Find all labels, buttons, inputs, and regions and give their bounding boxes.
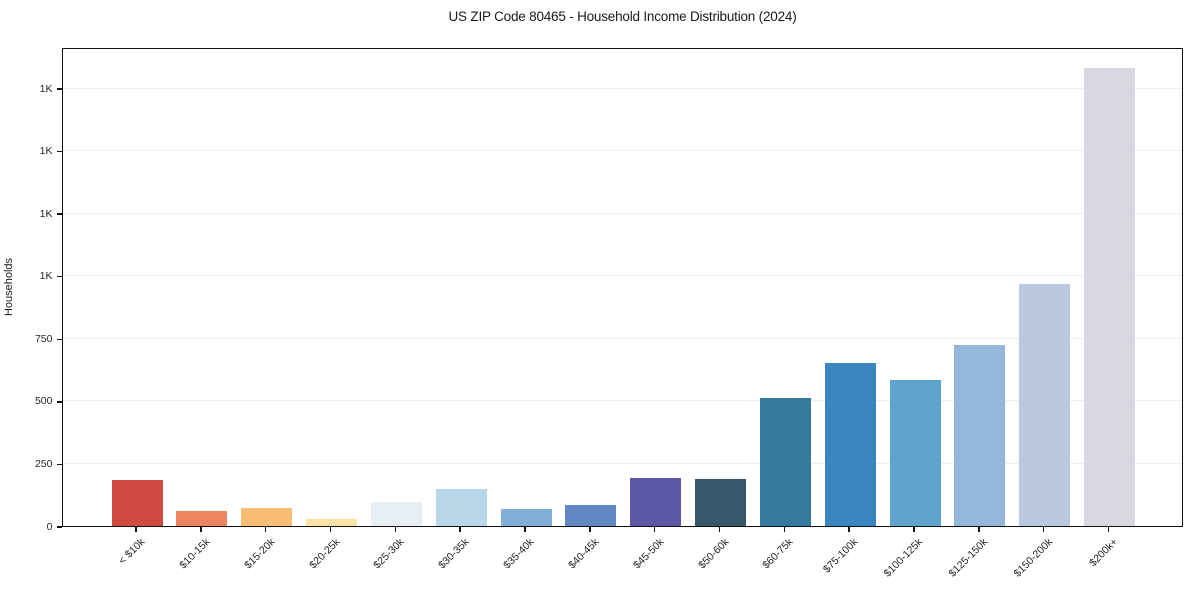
x-tick-label: $125-150k xyxy=(946,536,991,580)
y-tick-label: 0 xyxy=(46,520,53,533)
gridline xyxy=(62,275,1182,277)
x-tick-mark xyxy=(394,527,397,532)
chart-title: US ZIP Code 80465 - Household Income Dis… xyxy=(448,9,797,24)
gridline xyxy=(62,150,1182,152)
x-tick-mark xyxy=(718,527,721,532)
y-tick-mark xyxy=(56,150,62,153)
bar-$150-200k xyxy=(1019,284,1071,526)
y-tick-mark xyxy=(56,213,62,215)
x-tick-label: $45-50k xyxy=(630,536,667,572)
y-tick-label: 1K xyxy=(39,145,53,158)
x-tick-label: < $10k xyxy=(116,536,148,567)
plot-area xyxy=(61,47,1183,527)
x-tick-mark xyxy=(1107,527,1110,532)
y-tick-label: 500 xyxy=(34,395,53,408)
x-tick-mark xyxy=(913,527,915,532)
y-tick-mark xyxy=(56,401,62,403)
y-tick-mark xyxy=(56,526,62,528)
y-tick-label: 750 xyxy=(34,332,53,345)
gridline xyxy=(62,212,1182,214)
y-tick-label: 1K xyxy=(39,270,53,283)
x-tick-label: $10-15k xyxy=(177,536,213,572)
bar-$125-150k xyxy=(954,344,1006,526)
x-tick-label: $50-60k xyxy=(695,536,731,572)
x-tick-label: $25-30k xyxy=(371,536,407,572)
x-tick-mark xyxy=(1042,527,1045,532)
x-tick-mark xyxy=(783,527,786,532)
y-tick-mark xyxy=(56,338,62,340)
bar-$60-75k xyxy=(759,398,811,526)
x-tick-label: $100-125k xyxy=(881,536,926,580)
gridline xyxy=(62,337,1182,339)
bar-$200k+ xyxy=(1084,67,1135,526)
bar-$100-125k xyxy=(889,379,941,526)
x-tick-mark xyxy=(653,527,656,532)
x-tick-mark xyxy=(848,527,850,532)
x-tick-mark xyxy=(329,527,332,532)
x-tick-mark xyxy=(978,527,980,532)
x-tick-mark xyxy=(200,527,202,532)
x-tick-mark xyxy=(589,527,591,532)
bar-$45-50k xyxy=(630,478,682,526)
x-tick-label: $20-25k xyxy=(306,536,342,572)
y-tick-mark xyxy=(56,463,62,466)
x-tick-mark xyxy=(459,527,461,532)
x-tick-label: $40-45k xyxy=(566,536,602,572)
y-tick-mark xyxy=(56,88,62,90)
y-axis-label: Households xyxy=(3,257,15,317)
bar-$25-30k xyxy=(370,501,422,526)
y-tick-label: 1K xyxy=(39,207,53,220)
gridline xyxy=(62,400,1182,402)
gridline xyxy=(62,87,1182,89)
bar-$15-20k xyxy=(241,508,293,526)
x-tick-mark xyxy=(135,527,137,532)
x-tick-label: $15-20k xyxy=(241,536,278,572)
bar-< $10k xyxy=(111,479,163,526)
x-tick-label: $75-100k xyxy=(821,536,861,576)
bar-$35-40k xyxy=(500,508,552,526)
x-tick-label: $30-35k xyxy=(436,536,472,572)
x-tick-label: $150-200k xyxy=(1011,536,1056,580)
bar-$20-25k xyxy=(306,519,357,526)
x-tick-mark xyxy=(524,527,526,532)
bar-$50-60k xyxy=(695,479,746,526)
x-tick-mark xyxy=(264,527,267,532)
bar-$30-35k xyxy=(435,488,487,526)
y-tick-label: 1K xyxy=(39,82,53,95)
bar-$75-100k xyxy=(824,363,876,526)
x-tick-label: $60-75k xyxy=(760,536,796,572)
y-tick-mark xyxy=(56,276,62,278)
bar-$40-45k xyxy=(565,505,617,526)
y-tick-label: 250 xyxy=(34,457,53,470)
bar-$10-15k xyxy=(176,510,228,526)
gridline xyxy=(62,462,1182,464)
x-tick-label: $200k+ xyxy=(1086,536,1120,570)
x-tick-label: $35-40k xyxy=(501,536,537,572)
